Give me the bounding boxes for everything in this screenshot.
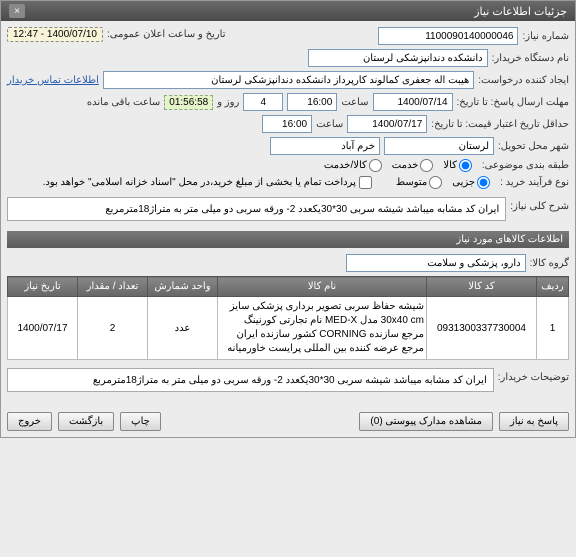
delivery-city: خرم آباد <box>270 137 380 155</box>
purchase-radio-medium-input[interactable] <box>429 176 442 189</box>
remain-suffix: ساعت باقی مانده <box>87 97 160 108</box>
purchase-radio-medium[interactable]: متوسط <box>396 176 442 189</box>
treasury-checkbox[interactable] <box>359 176 372 189</box>
buyer-name-field: دانشکده دندانپزشکی لرستان <box>308 49 488 67</box>
close-icon[interactable]: × <box>9 4 25 18</box>
budget-radio-both[interactable]: کالا/خدمت <box>324 159 382 172</box>
th-date: تاریخ نیاز <box>8 277 78 297</box>
deadline-time-label: ساعت <box>341 97 368 108</box>
titlebar: جزئیات اطلاعات نیاز × <box>1 1 575 21</box>
window-title: جزئیات اطلاعات نیاز <box>474 5 567 18</box>
goods-group-label: گروه کالا: <box>530 258 569 269</box>
treasury-checkbox-label: پرداخت تمام یا بخشی از مبلغ خرید،در محل … <box>43 177 356 188</box>
purchase-radio-minor-input[interactable] <box>477 176 490 189</box>
purchase-type-label: نوع فرآیند خرید : <box>500 177 569 188</box>
delivery-city-label: شهر محل تحویل: <box>498 141 569 152</box>
announce-label: تاریخ و ساعت اعلان عمومی: <box>107 29 226 40</box>
reply-button[interactable]: پاسخ به نیاز <box>499 412 569 431</box>
cell-code: 0931300337730004 <box>427 297 537 360</box>
buyer-notes-text: ایران کد مشابه میباشد شیشه سربی 30*30یکع… <box>93 375 487 386</box>
th-unit: واحد شمارش <box>148 277 218 297</box>
cell-unit: عدد <box>148 297 218 360</box>
deadline-label: مهلت ارسال پاسخ: تا تاریخ: <box>457 97 569 108</box>
form-content: شماره نیاز: 1100090140000046 نام دستگاه … <box>1 21 575 406</box>
min-valid-label: حداقل تاریخ اعتبار قیمت: تا تاریخ: <box>431 119 569 130</box>
buyer-notes-label: توضیحات خریدار: <box>498 368 569 383</box>
budget-radio-service[interactable]: خدمت <box>392 159 434 172</box>
countdown-timer: 01:56:58 <box>164 95 213 110</box>
contact-link[interactable]: اطلاعات تماس خریدار <box>7 75 99 86</box>
cell-qty: 2 <box>78 297 148 360</box>
exit-button[interactable]: خروج <box>7 412 52 431</box>
budget-radio-goods[interactable]: کالا <box>443 159 472 172</box>
table-row[interactable]: 1 0931300337730004 شیشه حفاظ سربی تصویر … <box>8 297 569 360</box>
cell-date: 1400/07/17 <box>8 297 78 360</box>
buyer-notes-box: ایران کد مشابه میباشد شیشه سربی 30*30یکع… <box>7 368 494 392</box>
th-row: ردیف <box>537 277 569 297</box>
desc-label: شرح کلی نیاز: <box>510 197 569 212</box>
min-valid-time: 16:00 <box>262 115 312 133</box>
budget-radio-goods-input[interactable] <box>459 159 472 172</box>
attachments-button[interactable]: مشاهده مدارک پیوستی (0) <box>359 412 493 431</box>
budget-radio-both-input[interactable] <box>369 159 382 172</box>
goods-table: ردیف کد کالا نام کالا واحد شمارش تعداد /… <box>7 276 569 360</box>
requester-label: ایجاد کننده درخواست: <box>478 75 569 86</box>
deadline-date: 1400/07/14 <box>373 93 453 111</box>
announce-value: 1400/07/10 - 12:47 <box>7 27 103 42</box>
cell-name: شیشه حفاظ سربی تصویر برداری پزشکی سایز 3… <box>218 297 427 360</box>
deadline-time: 16:00 <box>287 93 337 111</box>
goods-group-field: دارو، پزشکی و سلامت <box>346 254 526 272</box>
th-name: نام کالا <box>218 277 427 297</box>
days-count: 4 <box>243 93 283 111</box>
back-button[interactable]: بازگشت <box>58 412 114 431</box>
min-valid-date: 1400/07/17 <box>347 115 427 133</box>
print-button[interactable]: چاپ <box>120 412 161 431</box>
budget-radio-service-input[interactable] <box>420 159 433 172</box>
desc-box: ایران کد مشابه میباشد شیشه سربی 30*30یکع… <box>7 197 506 221</box>
footer: پاسخ به نیاز مشاهده مدارک پیوستی (0) چاپ… <box>1 406 575 437</box>
budget-class-label: طبقه بندی موضوعی: <box>482 160 569 171</box>
requester-field: هیبت اله جعفری کمالوند کارپرداز دانشکده … <box>103 71 474 89</box>
days-suffix: روز و <box>217 97 239 108</box>
th-qty: تعداد / مقدار <box>78 277 148 297</box>
need-no-label: شماره نیاز: <box>522 31 569 42</box>
goods-section-title: اطلاعات کالاهای مورد نیاز <box>7 231 569 248</box>
buyer-name-label: نام دستگاه خریدار: <box>492 53 569 64</box>
cell-idx: 1 <box>537 297 569 360</box>
min-valid-time-label: ساعت <box>316 119 343 130</box>
desc-text: ایران کد مشابه میباشد شیشه سربی 30*30یکع… <box>105 204 499 215</box>
delivery-province: لرستان <box>384 137 494 155</box>
purchase-radio-minor[interactable]: جزیی <box>452 176 490 189</box>
window: جزئیات اطلاعات نیاز × شماره نیاز: 110009… <box>0 0 576 438</box>
need-no-field: 1100090140000046 <box>378 27 518 45</box>
th-code: کد کالا <box>427 277 537 297</box>
